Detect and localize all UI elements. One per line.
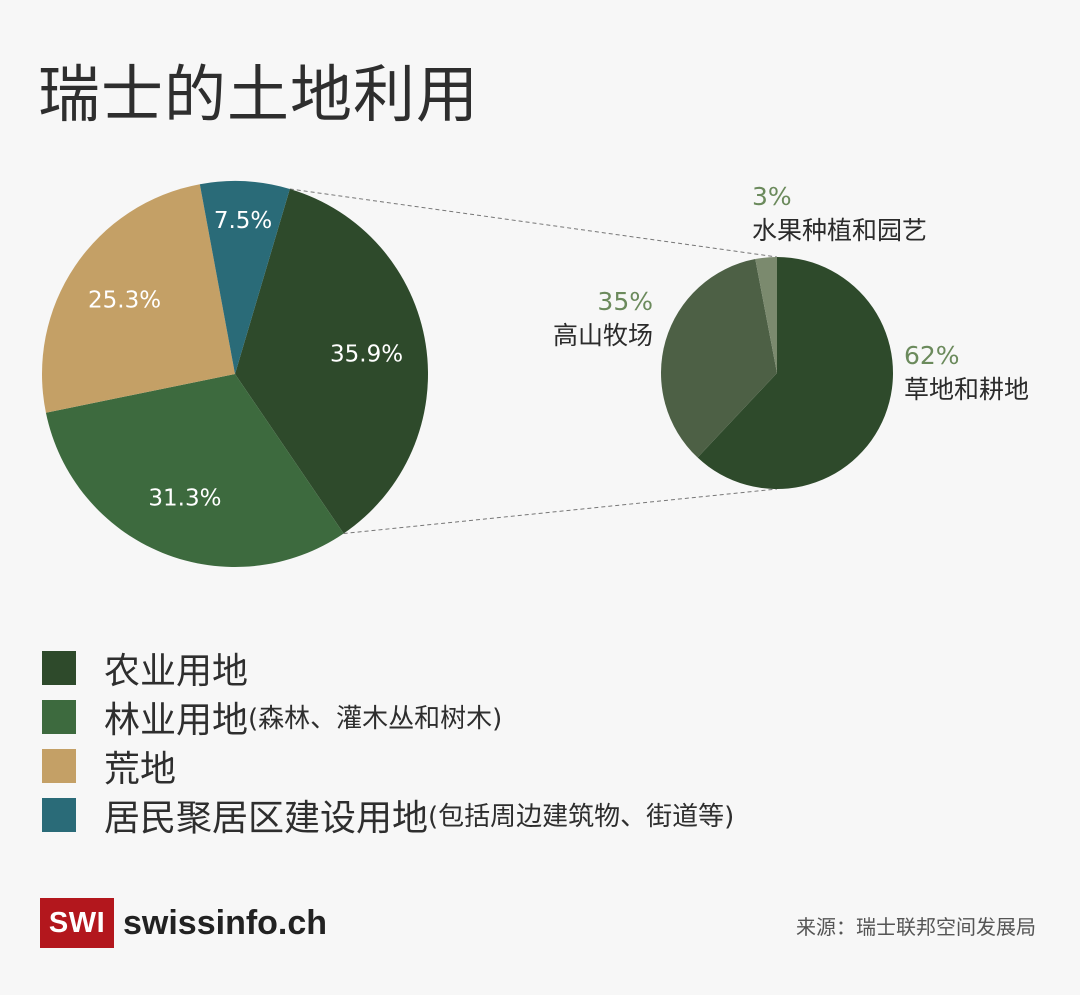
legend-swatch bbox=[42, 650, 76, 685]
pie-slice-agri bbox=[235, 188, 429, 534]
swi-badge: SWI bbox=[40, 898, 114, 948]
sub-slice-label: 高山牧场 bbox=[553, 321, 653, 350]
legend-swatch bbox=[42, 797, 76, 832]
pie-slice-forest bbox=[45, 374, 344, 567]
swissinfo-logo[interactable]: SWI swissinfo.ch bbox=[40, 898, 327, 948]
sub-slice-meadow bbox=[697, 257, 893, 489]
legend-label: 农业用地 bbox=[104, 650, 249, 692]
legend-label: 荒地 bbox=[104, 748, 177, 790]
legend-item-agriculture: 农业用地 bbox=[42, 643, 734, 692]
legend-swatch bbox=[42, 699, 76, 734]
connector-lines bbox=[289, 188, 778, 535]
legend-label: 居民聚居区建设用地 bbox=[104, 797, 429, 839]
connector-line bbox=[343, 488, 778, 535]
logo-text: swissinfo.ch bbox=[123, 903, 328, 942]
slice-value-label: 7.5% bbox=[214, 208, 272, 234]
sub-slice-alpine bbox=[661, 259, 777, 458]
slice-value-label: 35.9% bbox=[330, 341, 403, 367]
sub-slice-value: 35% bbox=[597, 287, 653, 316]
sub-slice-label: 草地和耕地 bbox=[904, 375, 1029, 404]
chart-title: 瑞士的土地利用 bbox=[38, 58, 480, 131]
sub-slice-fruit bbox=[755, 257, 777, 373]
legend-note: (包括周边建筑物、街道等) bbox=[428, 802, 735, 832]
sub-slice-label: 水果种植和园艺 bbox=[752, 216, 927, 245]
pie-labels: 35.9% 31.3% 25.3% 7.5% 62% 草地和耕地 35% 高山牧场 3% 水果种植… bbox=[88, 182, 1029, 511]
legend-item-settlement: 居民聚居区建设用地 (包括周边建筑物、街道等) bbox=[42, 790, 734, 839]
slice-value-label: 31.3% bbox=[148, 485, 221, 511]
legend-item-forest: 林业用地 (森林、灌木丛和树木) bbox=[42, 692, 734, 741]
legend-item-wasteland: 荒地 bbox=[42, 741, 734, 790]
pie-slice-waste bbox=[41, 184, 236, 413]
source-note: 来源：瑞士联邦空间发展局 bbox=[796, 915, 1036, 939]
legend-swatch bbox=[42, 748, 76, 783]
connector-line bbox=[289, 188, 778, 258]
legend: 农业用地 林业用地 (森林、灌木丛和树木) 荒地 居民聚居区建设用地 (包括周边建筑… bbox=[42, 643, 734, 839]
sub-slice-value: 3% bbox=[752, 182, 792, 211]
agriculture-breakdown-pie bbox=[661, 257, 893, 489]
legend-note: (森林、灌木丛和树木) bbox=[248, 704, 503, 734]
legend-label: 林业用地 bbox=[104, 699, 249, 741]
sub-slice-value: 62% bbox=[904, 341, 960, 370]
slice-value-label: 25.3% bbox=[88, 288, 161, 314]
pie-slice-settle bbox=[199, 180, 290, 374]
main-pie bbox=[41, 180, 429, 567]
